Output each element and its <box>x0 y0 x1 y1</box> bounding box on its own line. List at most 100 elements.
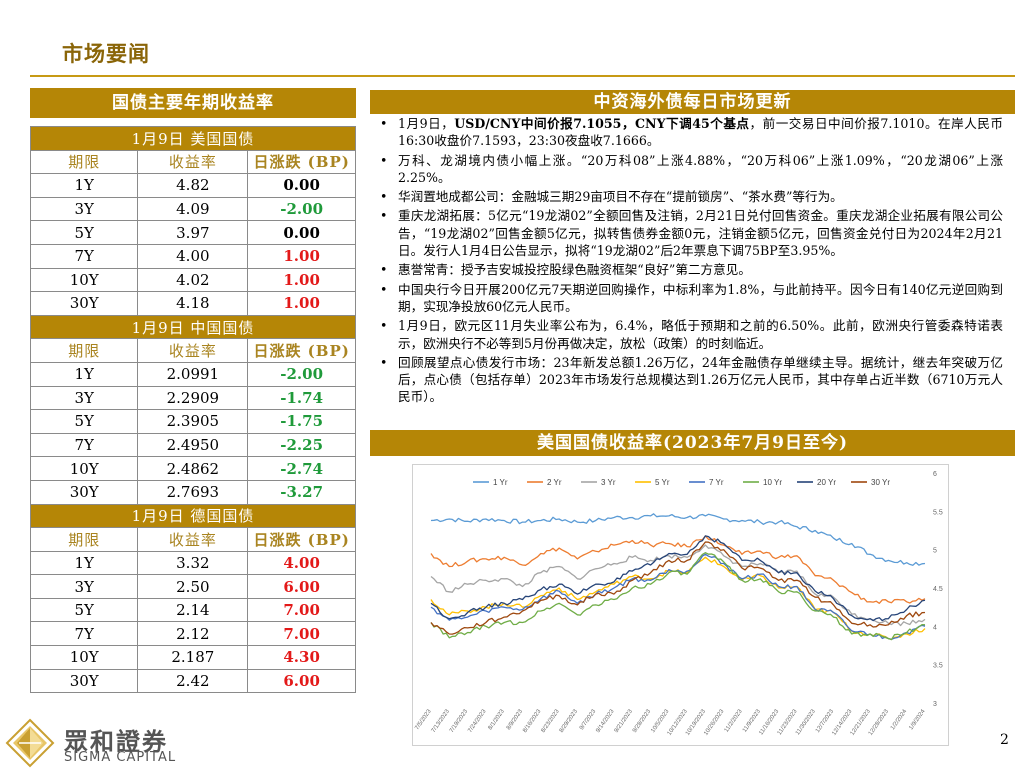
series-line-1yr <box>430 513 926 566</box>
yield-cell: 2.50 <box>137 574 249 599</box>
column-header: 期限 <box>29 149 139 175</box>
table-row: 5Y 2.3905 -1.75 <box>29 409 356 434</box>
tenor-cell: 1Y <box>29 173 139 198</box>
column-header: 日涨跌 (BP) <box>247 527 356 552</box>
table-row: 1Y 3.32 4.00 <box>29 550 356 576</box>
tenor-cell: 5Y <box>29 220 139 245</box>
tenor-cell: 7Y <box>29 243 139 269</box>
table-row: 30Y 2.42 6.00 <box>29 668 356 694</box>
series-line-10yr <box>430 552 926 641</box>
y-tick-label: 4 <box>933 624 937 631</box>
news-highlight: USD/CNY中间价报7.1055，CNY下调45个基点 <box>454 116 750 131</box>
y-tick-label: 5 <box>933 548 937 555</box>
column-header: 收益率 <box>137 527 249 552</box>
legend-label: 30 Yr <box>871 478 890 487</box>
table-row: 10Y 4.02 1.00 <box>29 267 356 293</box>
news-item: 华润置地成都公司：金融城三期29亩项目不存在“提前锁房”、“茶水费”等行为。 <box>375 188 1003 206</box>
yield-table: 1月9日 美国国债 期限 收益率 日涨跌 (BP) 1Y 4.82 0.00 3Y 4.09 -2… <box>29 126 356 694</box>
news-list: 1月9日，USD/CNY中间价报7.1055，CNY下调45个基点，前一交易日中… <box>375 115 1003 408</box>
x-tick-label: 11/2/2023 <box>724 708 744 733</box>
yield-cell: 4.02 <box>137 267 249 293</box>
news-banner: 中资海外债每日市场更新 <box>370 90 1015 114</box>
series-line-30yr <box>430 541 926 635</box>
chart-svg: 33.544.555.567/5/20237/13/20237/19/20237… <box>414 471 943 737</box>
yield-cell: 2.3905 <box>137 409 249 434</box>
yield-cell: 2.4862 <box>137 456 249 481</box>
news-item: 回顾展望点心债发行市场：23年新发总额1.26万亿，24年金融债存单继续主导。据… <box>375 354 1003 406</box>
yield-cell: 3.97 <box>137 220 249 245</box>
legend-label: 5 Yr <box>655 478 670 487</box>
news-item: 1月9日，欧元区11月失业率公布为，6.4%，略低于预期和之前的6.50%。此前… <box>375 317 1003 352</box>
y-tick-label: 5.5 <box>933 509 943 516</box>
x-tick-label: 9/7/2023 <box>579 708 598 731</box>
tenor-cell: 10Y <box>29 267 139 293</box>
yield-cell: 2.42 <box>137 668 249 694</box>
us-yield-chart: 3 3.5 4 4.5 5 5.5 6 7/5/2023 7/13/2023 7/19/2023 7… <box>412 464 949 746</box>
legend-label: 20 Yr <box>817 478 836 487</box>
series-line-2yr <box>430 535 926 604</box>
title-divider <box>30 75 1015 77</box>
tenor-cell: 1Y <box>29 361 139 387</box>
change-cell: -1.75 <box>247 409 356 434</box>
column-header: 收益率 <box>137 338 249 363</box>
logo-text-english: SIGMA CAPITAL <box>64 750 177 765</box>
legend-label: 10 Yr <box>763 478 782 487</box>
table-group-header: 1月9日 美国国债 <box>30 126 356 151</box>
column-header: 日涨跌 (BP) <box>247 338 356 363</box>
table-row: 10Y 2.4862 -2.74 <box>29 456 356 481</box>
tenor-cell: 10Y <box>29 645 139 670</box>
table-row: 30Y 4.18 1.00 <box>29 291 356 316</box>
change-cell: 0.00 <box>247 220 356 245</box>
sigma-logo-icon <box>5 718 55 768</box>
change-cell: 1.00 <box>247 243 356 269</box>
tenor-cell: 7Y <box>29 621 139 647</box>
x-tick-label: 1/9/2024 <box>908 708 927 731</box>
yield-cell: 2.14 <box>137 597 249 623</box>
x-tick-label: 11/9/2023 <box>742 708 762 733</box>
table-row: 10Y 2.187 4.30 <box>29 645 356 670</box>
table-row: 5Y 3.97 0.00 <box>29 220 356 245</box>
yield-cell: 2.187 <box>137 645 249 670</box>
tenor-cell: 10Y <box>29 456 139 481</box>
column-header: 收益率 <box>137 149 249 175</box>
yield-cell: 2.0991 <box>137 361 249 387</box>
change-cell: 7.00 <box>247 621 356 647</box>
yield-cell: 2.12 <box>137 621 249 647</box>
yield-cell: 4.00 <box>137 243 249 269</box>
table-row: 3Y 2.2909 -1.74 <box>29 385 356 411</box>
y-tick-label: 4.5 <box>933 586 943 593</box>
yield-cell: 4.18 <box>137 291 249 316</box>
change-cell: -2.25 <box>247 432 356 458</box>
tenor-cell: 30Y <box>29 479 139 505</box>
change-cell: 4.00 <box>247 550 356 576</box>
table-row: 30Y 2.7693 -3.27 <box>29 479 356 505</box>
series-line-5yr <box>430 556 926 640</box>
yield-cell: 2.2909 <box>137 385 249 411</box>
table-row: 1Y 2.0991 -2.00 <box>29 361 356 387</box>
change-cell: 1.00 <box>247 291 356 316</box>
news-item: 惠誉常青：授予吉安城投控股绿色融资框架“良好”第二方意见。 <box>375 261 1003 279</box>
series-line-7yr <box>430 553 926 640</box>
change-cell: 1.00 <box>247 267 356 293</box>
yield-cell: 3.32 <box>137 550 249 576</box>
page-number: 2 <box>1000 732 1009 748</box>
change-cell: -2.74 <box>247 456 356 481</box>
chart-banner: 美国国债收益率(2023年7月9日至今) <box>370 430 1015 456</box>
column-header: 期限 <box>29 527 139 552</box>
change-cell: 6.00 <box>247 574 356 599</box>
y-tick-label: 6 <box>933 471 937 478</box>
legend-label: 2 Yr <box>547 478 562 487</box>
x-tick-label: 8/29/2023 <box>559 708 580 734</box>
group-title: 1月9日 美国国债 <box>30 126 356 151</box>
change-cell: -2.00 <box>247 196 356 222</box>
table-row: 3Y 4.09 -2.00 <box>29 196 356 222</box>
change-cell: 7.00 <box>247 597 356 623</box>
column-header: 日涨跌 (BP) <box>247 149 356 175</box>
yield-cell: 2.7693 <box>137 479 249 505</box>
yield-cell: 4.09 <box>137 196 249 222</box>
table-row: 1Y 4.82 0.00 <box>29 173 356 198</box>
tenor-cell: 3Y <box>29 574 139 599</box>
legend-label: 1 Yr <box>493 478 508 487</box>
table-row: 7Y 2.12 7.00 <box>29 621 356 647</box>
yield-cell: 2.4950 <box>137 432 249 458</box>
